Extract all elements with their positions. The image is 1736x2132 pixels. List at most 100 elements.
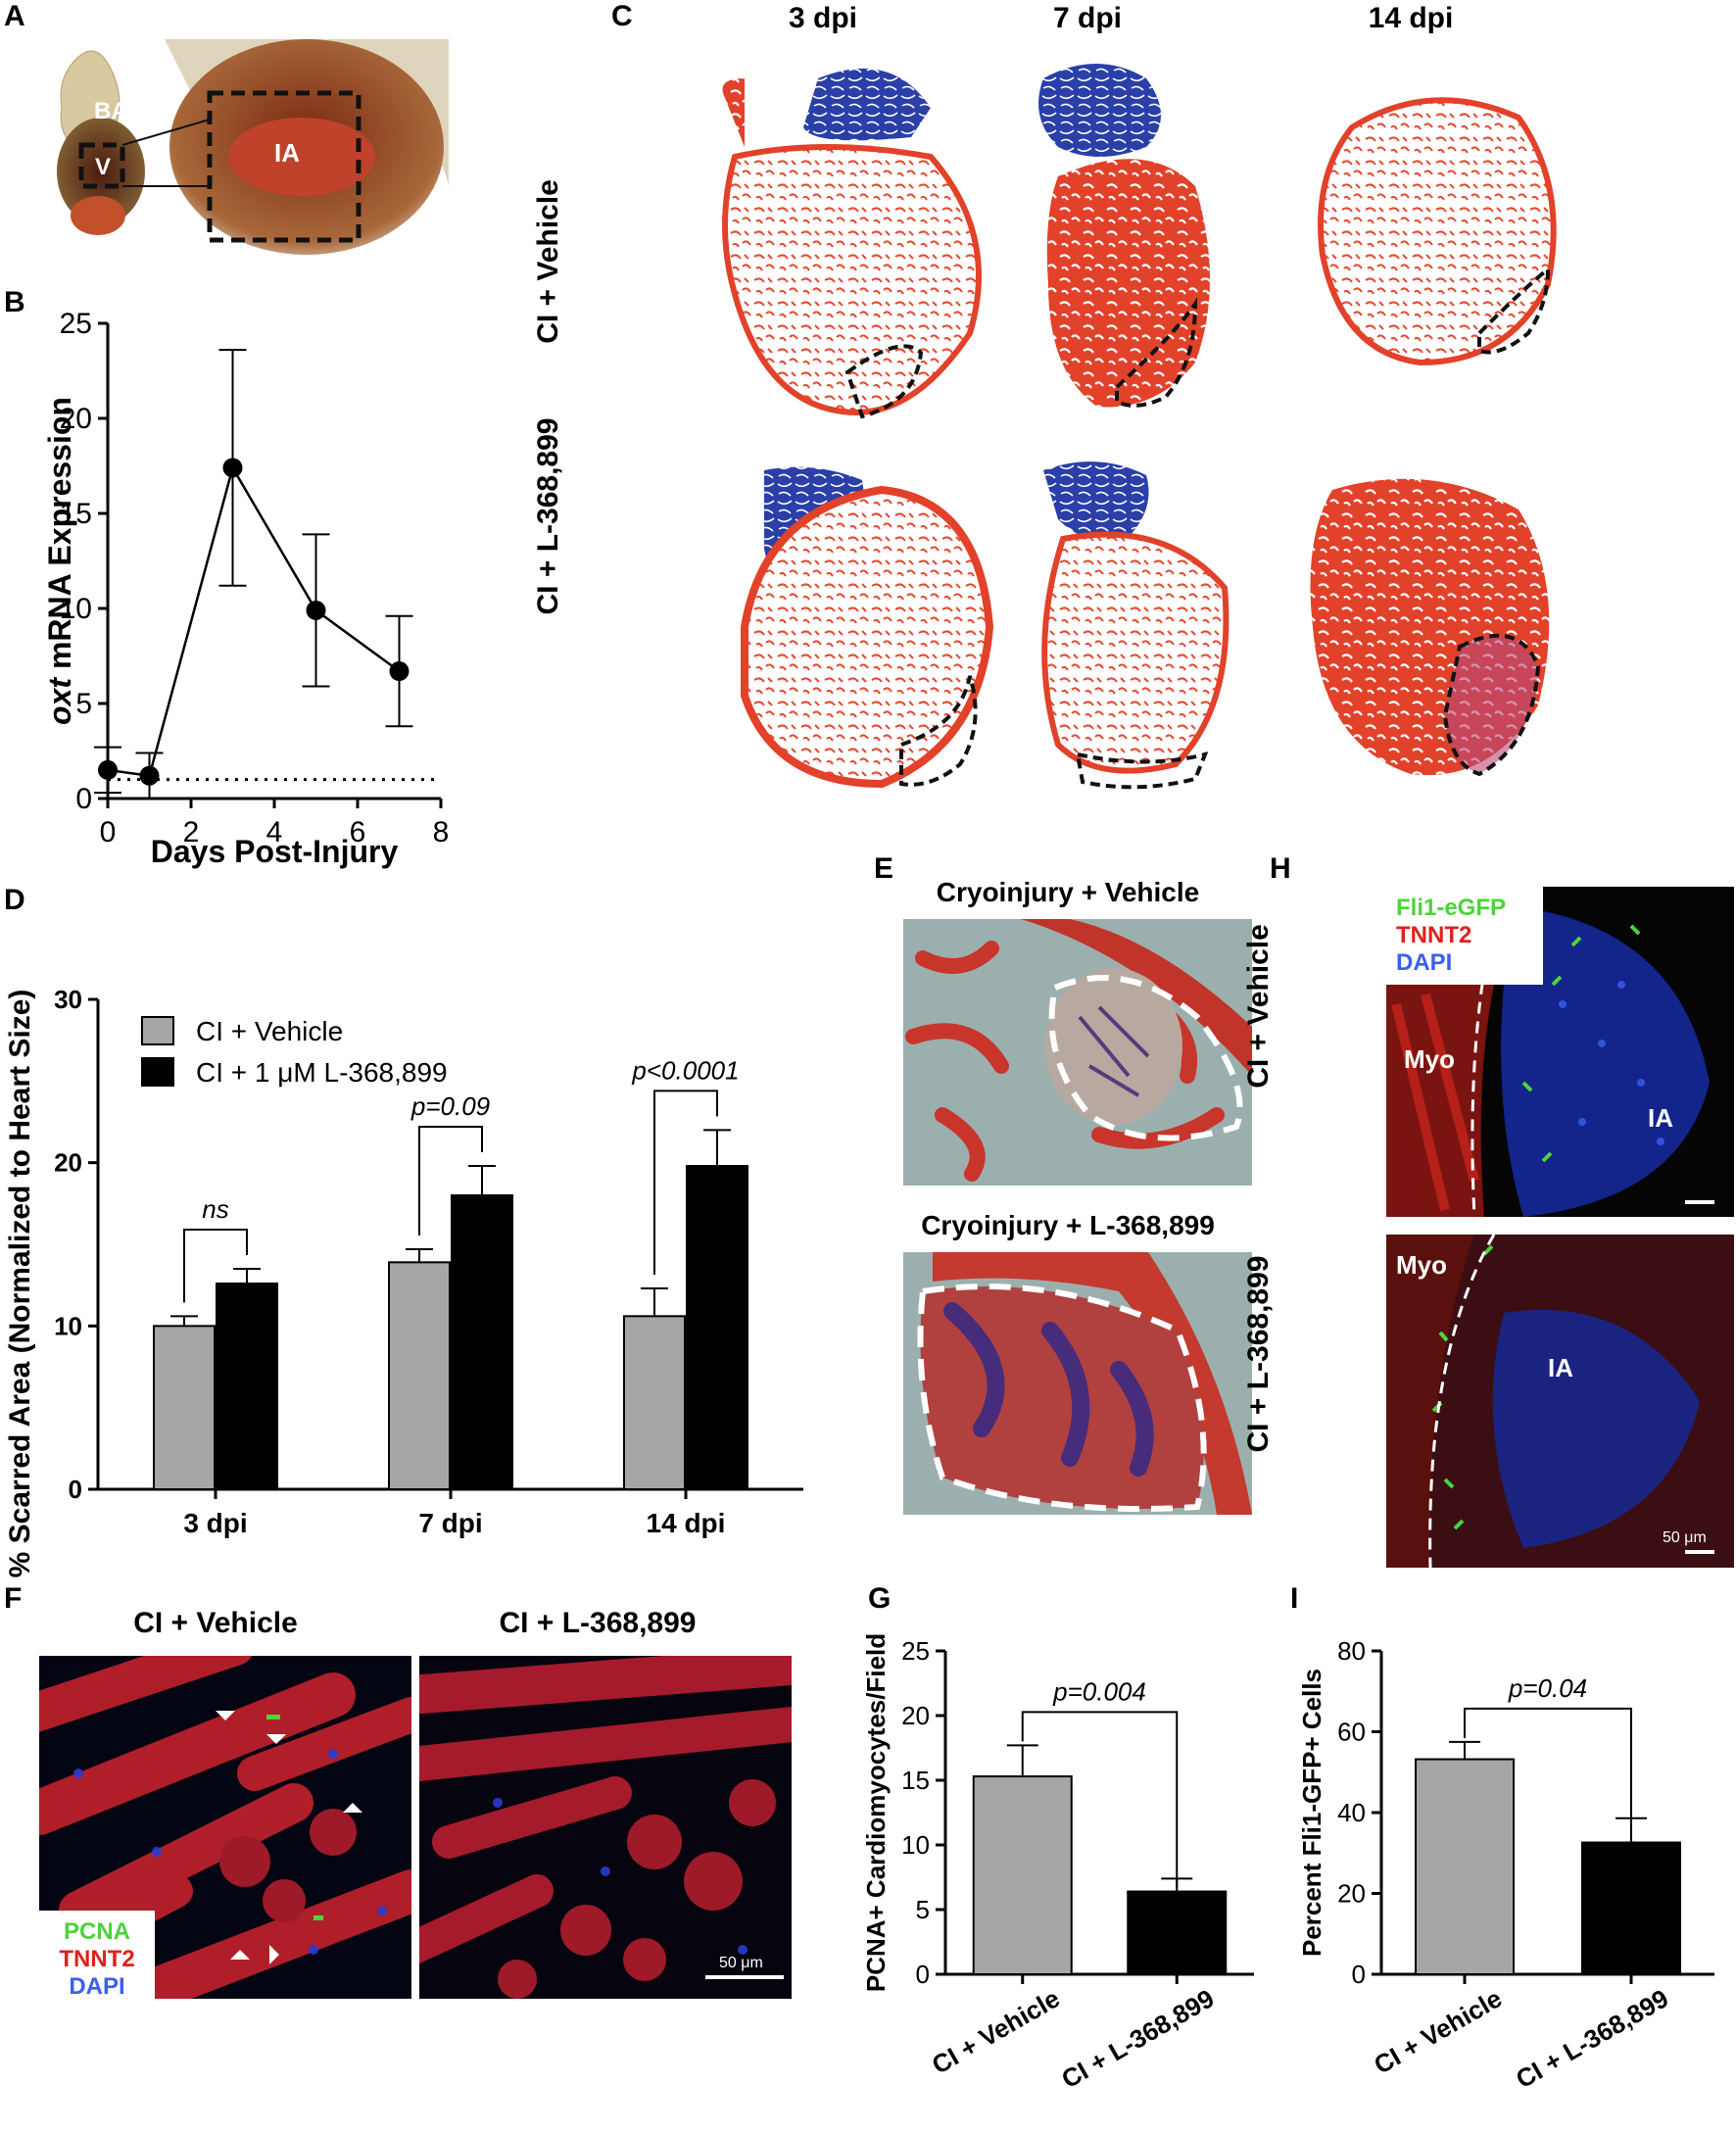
chart-d-legend-swatch [141,1057,174,1087]
section-l368899-14dpi [1310,478,1550,777]
panel-f-image-l368899: 50 μm [419,1656,792,1999]
chart-d-significance-bracket [183,1229,248,1303]
chart-g-y-tick-label: 20 [901,1701,930,1730]
panel-f-stain-legend: PCNA TNNT2 DAPI [39,1911,155,2009]
heart-photo-drawing: BA V IA [57,39,449,255]
label-ia: IA [274,138,300,168]
panel-h-myo-label-vehicle: Myo [1404,1044,1455,1074]
panel-a-heart-photo: BA V IA [37,39,449,265]
chart-i-y-tick-label: 80 [1337,1636,1366,1666]
chart-i-y-tick-label: 20 [1337,1879,1366,1909]
chart-g-y-tick-label: 5 [916,1895,930,1924]
chart-b-x-label: Days Post-Injury [151,834,399,869]
section-vehicle-7dpi [1038,64,1210,408]
panel-d-bar-chart: 0 10 20 30 3 dpi ns 7 dpi p=0.09 14 dpi p<0.0001 C… [4,985,803,1577]
chart-b-x-tick-label: 0 [100,816,117,848]
chart-i-bar [1581,1841,1681,1975]
section-l368899-7dpi [1041,461,1230,790]
panel-f-scale-bar-label: 50 μm [719,1955,763,1971]
chart-i-y-tick-label: 40 [1337,1798,1366,1827]
chart-d-y-tick-label: 30 [54,985,82,1014]
chart-i-significance-label: p=0.04 [1508,1673,1587,1703]
chart-d-x-tick-label: 3 dpi [183,1508,247,1538]
chart-b-x-tick-label: 4 [266,816,283,848]
chart-b-y-tick-label: 10 [60,593,92,625]
chart-g-significance-bracket [1021,1711,1179,1888]
panel-c-col-14dpi: 14 dpi [1368,2,1454,34]
section-vehicle-3dpi [722,69,982,419]
panel-h-image-l368899: 50 μm Myo IA [1386,1235,1734,1568]
chart-b-y-tick-label: 25 [60,308,92,340]
chart-b-data-point [222,458,243,478]
chart-d-bar [451,1194,513,1490]
chart-b-y-tick-label: 0 [75,783,92,815]
panel-e-caption-l368899: Cryoinjury + L-368,899 [921,1210,1215,1240]
chart-d-legend-swatch [141,1016,174,1045]
chart-b-x-tick-label: 6 [350,816,366,848]
chart-d-y-tick-label: 0 [69,1475,82,1504]
chart-g-y-tick-label: 0 [916,1960,930,1989]
chart-d-x-tick-label: 14 dpi [647,1508,726,1538]
panel-label-d: D [4,884,25,916]
panel-label-h: H [1270,852,1291,885]
panel-h-row-vehicle: CI + Vehicle [1242,924,1275,1089]
chart-b-series-line [107,464,401,778]
chart-d-significance-label: p<0.0001 [631,1055,739,1085]
panel-f-legend-dapi: DAPI [69,1973,125,2000]
chart-g-x-tick-label: CI + Vehicle [927,1983,1065,2080]
panel-f-legend-pcna: PCNA [63,1918,130,1945]
chart-b-data-point [98,759,118,780]
panel-c-col-3dpi: 3 dpi [788,2,857,34]
chart-b-y-tick-label: 20 [60,403,92,435]
panel-h-legend-tnnt2: TNNT2 [1396,922,1472,948]
panel-h-ia-label-l368899: IA [1548,1353,1573,1382]
panel-label-e: E [874,852,894,885]
chart-i-x-tick-label: CI + L-368,899 [1511,1983,1673,2094]
chart-d-significance-label: ns [202,1194,228,1224]
chart-b-y-label: oxt mRNA Expression [42,397,77,725]
chart-d-y-label: % Scarred Area (Normalized to Heart Size… [4,990,36,1577]
panel-h-scale-bar-label: 50 μm [1663,1529,1707,1546]
panel-h-legend-dapi: DAPI [1396,949,1453,976]
chart-g-bar [1127,1890,1228,1975]
chart-g-y-tick-label: 10 [901,1830,930,1860]
chart-i-y-label: Percent Fli1-GFP+ Cells [1297,1669,1326,1957]
panel-label-f: F [4,1582,23,1615]
chart-d-significance-bracket [653,1090,718,1275]
panel-e-caption-vehicle: Cryoinjury + Vehicle [936,877,1200,907]
panel-h-stain-legend: Fli1-eGFP TNNT2 DAPI [1386,887,1543,985]
chart-g-y-label: PCNA+ Cardiomyocytes/Field [862,1633,891,1992]
chart-d-bar [388,1261,451,1491]
panel-e-image-vehicle [903,919,1252,1186]
chart-d-significance-bracket [418,1126,483,1236]
chart-g-x-tick-label: CI + L-368,899 [1056,1983,1219,2094]
chart-b-y-tick-label: 15 [60,498,92,530]
section-vehicle-14dpi [1318,97,1557,366]
panel-label-i: I [1290,1582,1299,1615]
panel-h-legend-fli1: Fli1-eGFP [1396,895,1507,921]
panel-f-caption-l368899: CI + L-368,899 [499,1607,697,1639]
panel-label-g: G [868,1582,892,1615]
chart-b-x-tick-label: 8 [433,816,450,848]
chart-d-x-tick-label: 7 dpi [418,1508,482,1538]
panel-c-col-7dpi: 7 dpi [1052,2,1122,34]
chart-d-y-tick-label: 10 [54,1311,82,1340]
chart-b-x-tick-label: 2 [183,816,200,848]
panel-label-a: A [4,0,25,32]
panel-label-b: B [4,286,25,318]
chart-b-y-tick-label: 5 [75,688,92,720]
panel-f-legend-tnnt2: TNNT2 [59,1946,135,1972]
chart-d-legend-label: CI + Vehicle [196,1016,343,1046]
panel-label-c: C [611,0,633,32]
panel-c-heart-sections [722,64,1557,790]
chart-d-legend-label: CI + 1 μM L-368,899 [196,1057,448,1088]
chart-b-data-point [139,765,160,786]
chart-i-y-tick-label: 60 [1337,1718,1366,1747]
chart-d-bar [686,1165,748,1490]
chart-g-significance-label: p=0.004 [1052,1676,1146,1706]
panel-h-ia-label-vehicle: IA [1648,1103,1673,1133]
chart-d-bar [216,1283,278,1490]
label-ba: BA [94,98,128,124]
panel-e-image-l368899 [903,1252,1252,1515]
